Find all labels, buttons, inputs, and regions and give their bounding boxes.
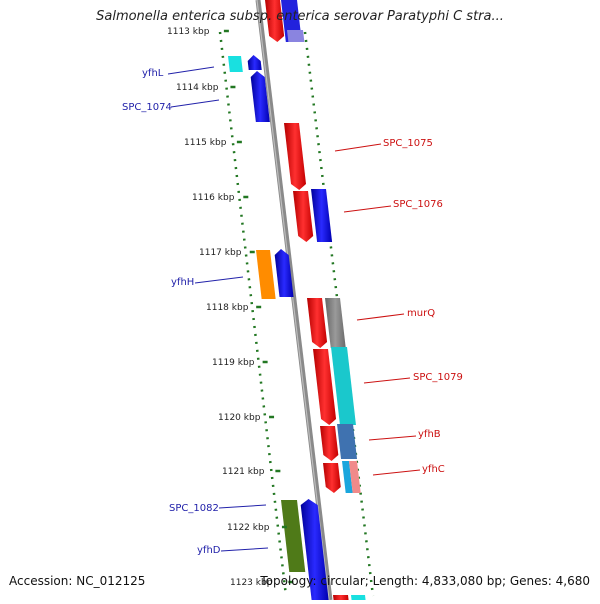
gene-arrow[interactable]: [311, 189, 333, 242]
gene-arrow-SPC_1074[interactable]: [250, 71, 270, 122]
kbp-tick-label: 1114 kbp: [176, 83, 219, 93]
genome-axis-highlight: [256, 0, 330, 601]
gene-label-spc-1075[interactable]: SPC_1075: [383, 138, 433, 149]
gene-label-leader: [220, 547, 269, 552]
gene-arrow-yfhH[interactable]: [256, 250, 276, 299]
left-guide-line: [218, 31, 288, 597]
gene-arrow-SPC_1075[interactable]: [284, 123, 307, 190]
kbp-tick-label: 1117 kbp: [199, 248, 242, 258]
gene-label-spc-1076[interactable]: SPC_1076: [393, 199, 443, 210]
gene-arrow-SPC_1076[interactable]: [293, 191, 314, 242]
gene-arrow[interactable]: [307, 298, 328, 348]
kbp-tick-label: 1121 kbp: [222, 467, 265, 477]
gene-label-leader: [363, 377, 411, 384]
gene-label-leader: [218, 504, 267, 509]
gene-arrow-yfhL[interactable]: [228, 56, 243, 72]
gene-arrow-murQ[interactable]: [325, 298, 346, 348]
gene-label-spc-1079[interactable]: SPC_1079: [413, 372, 463, 383]
gene-arrow[interactable]: [247, 55, 262, 70]
gene-arrow-yfhC[interactable]: [323, 463, 341, 493]
kbp-tick-label: 1119 kbp: [212, 358, 255, 368]
gene-arrow-SPC_1082[interactable]: [281, 500, 306, 572]
gene-arrow[interactable]: [337, 424, 358, 459]
gene-label-yfhh[interactable]: yfhH: [171, 277, 194, 288]
gene-arrow-yfhD[interactable]: [300, 499, 329, 600]
gene-label-leader: [368, 435, 417, 441]
gene-arrow[interactable]: [349, 461, 361, 493]
kbp-tick-label: 1120 kbp: [218, 413, 261, 423]
gene-label-leader: [167, 66, 215, 75]
genome-axis: [255, 0, 333, 601]
gene-label-leader: [194, 276, 244, 284]
gene-label-spc-1082[interactable]: SPC_1082: [169, 503, 219, 514]
kbp-scale: 1113 kbp 1114 kbp 1115 kbp 1116 kbp 1117 kbp…: [167, 27, 294, 588]
accession-label: Accession: NC_012125: [9, 574, 146, 588]
genome-title: Salmonella enterica subsp. enterica sero…: [96, 9, 504, 24]
gene-label-yfhd[interactable]: yfhD: [197, 545, 221, 556]
kbp-tick-label: 1122 kbp: [227, 523, 270, 533]
kbp-tick-label: 1115 kbp: [184, 138, 227, 148]
gene-label-yfhl[interactable]: yfhL: [142, 68, 164, 79]
gene-arrow[interactable]: [342, 461, 353, 493]
kbp-tick-label: 1118 kbp: [206, 303, 249, 313]
gene-label-leader: [334, 143, 382, 152]
gene-arrow[interactable]: [331, 347, 356, 425]
gene-label-leader: [372, 469, 421, 476]
gene-layer: [228, 0, 366, 600]
kbp-tick-label: 1113 kbp: [167, 27, 210, 37]
kbp-tick-label: 1116 kbp: [192, 193, 235, 203]
gene-label-leader: [170, 99, 220, 108]
gene-arrow[interactable]: [351, 595, 366, 600]
gene-arrow[interactable]: [333, 595, 349, 600]
gene-arrow[interactable]: [274, 249, 294, 297]
kbp-tick-label: 1123 kbp: [230, 578, 273, 588]
gene-label-murq[interactable]: murQ: [407, 308, 435, 319]
gene-labels: yfhL SPC_1074 yfhH SPC_1082 yfhD SPC_1075 SPC_…: [122, 66, 463, 556]
gene-label-yfhc[interactable]: yfhC: [422, 464, 445, 475]
gene-label-spc-1074[interactable]: SPC_1074: [122, 102, 172, 113]
gene-arrow[interactable]: [265, 0, 285, 42]
gene-arrow-yfhB[interactable]: [320, 426, 339, 461]
gene-arrow-SPC_1079[interactable]: [313, 349, 337, 425]
gene-label-leader: [356, 313, 405, 321]
gene-label-leader: [343, 205, 392, 213]
gene-arrow[interactable]: [287, 30, 305, 42]
right-guide-line: [303, 31, 375, 597]
genome-summary: Topology: circular; Length: 4,833,080 bp…: [260, 574, 590, 588]
gene-label-yfhb[interactable]: yfhB: [418, 429, 441, 440]
